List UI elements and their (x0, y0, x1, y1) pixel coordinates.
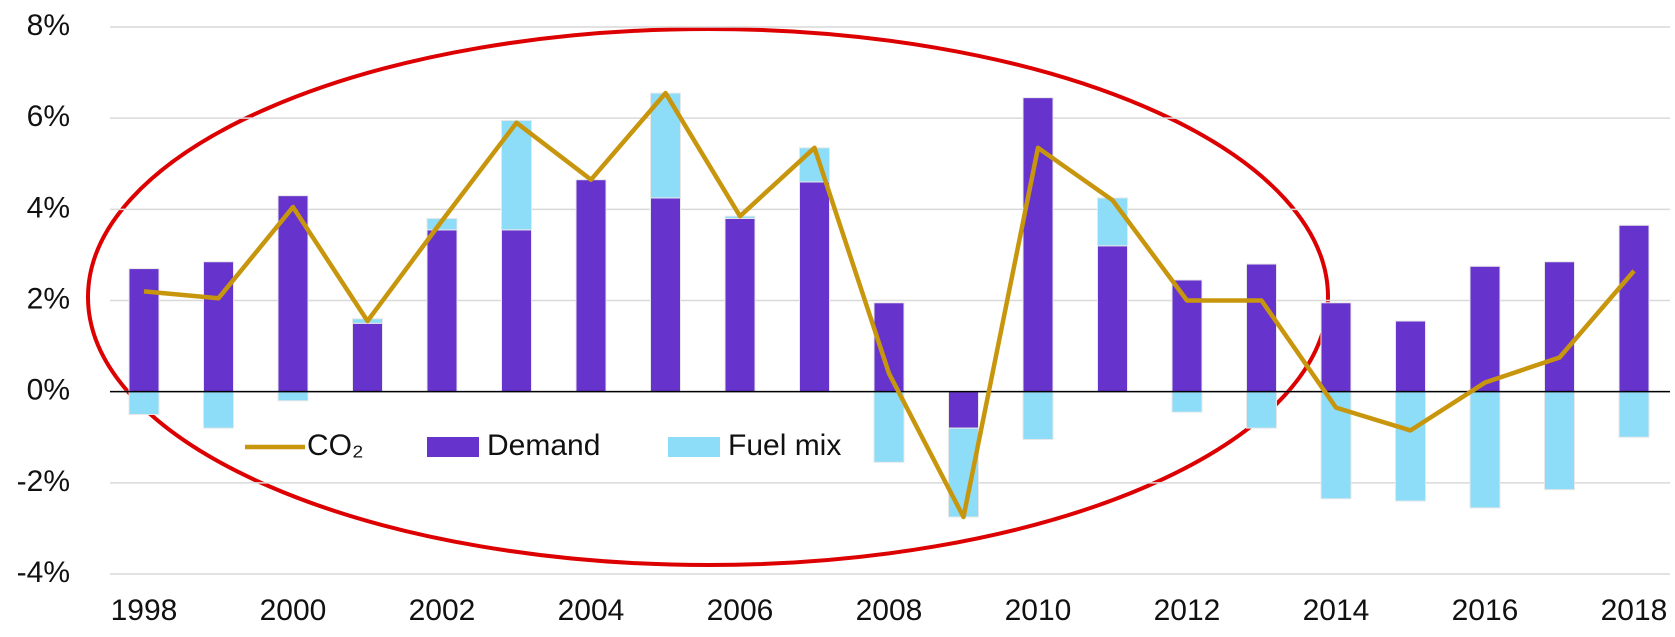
bar (1246, 263, 1277, 393)
bar (650, 197, 681, 393)
bar (128, 268, 160, 393)
x-tick-label: 2004 (558, 594, 625, 627)
bar (1097, 245, 1128, 393)
bar (948, 391, 979, 429)
bar (128, 391, 160, 415)
bar (1320, 302, 1352, 393)
bar (352, 322, 383, 393)
x-tick-label: 1998 (111, 594, 178, 627)
bar (1022, 97, 1054, 393)
bar (1395, 320, 1426, 393)
bar (1469, 391, 1501, 509)
grid (110, 26, 1670, 575)
bar (575, 179, 607, 393)
bar (1618, 224, 1650, 393)
y-tick-label: 6% (27, 100, 70, 133)
bar (1395, 391, 1426, 502)
legend-swatch (427, 437, 479, 457)
bar (724, 217, 756, 393)
bar (1171, 391, 1203, 413)
x-tick-label: 2006 (707, 594, 774, 627)
bar (1618, 391, 1650, 438)
bar (203, 391, 234, 429)
bar (799, 181, 830, 393)
bar (1022, 391, 1054, 441)
legend-label: Demand (487, 429, 600, 462)
y-tick-label: -2% (17, 465, 70, 498)
legend-label: CO₂ (307, 429, 364, 462)
y-tick-label: 8% (27, 9, 70, 42)
x-tick-label: 2012 (1154, 594, 1221, 627)
y-tick-label: 4% (27, 191, 70, 224)
bar (1246, 391, 1277, 429)
bar (501, 229, 532, 393)
bar (277, 391, 309, 402)
bar (1544, 391, 1575, 491)
bar (873, 391, 905, 463)
bar (203, 261, 234, 393)
x-tick-label: 2014 (1303, 594, 1370, 627)
x-tick-label: 2016 (1452, 594, 1519, 627)
legend-swatch (668, 437, 720, 457)
highlight-ellipse (86, 27, 1330, 567)
co2-line (143, 90, 1636, 520)
y-tick-label: 2% (27, 282, 70, 315)
bar (1544, 261, 1575, 393)
x-tick-label: 2002 (409, 594, 476, 627)
bar (1469, 265, 1501, 393)
x-tick-label: 2010 (1005, 594, 1072, 627)
legend-label: Fuel mix (728, 429, 841, 462)
x-tick-label: 2008 (856, 594, 923, 627)
y-tick-label: -4% (17, 556, 70, 589)
x-tick-label: 2018 (1601, 594, 1668, 627)
bar (1097, 197, 1128, 247)
bar (426, 229, 458, 393)
y-tick-label: 0% (27, 374, 70, 407)
x-tick-label: 2000 (260, 594, 327, 627)
